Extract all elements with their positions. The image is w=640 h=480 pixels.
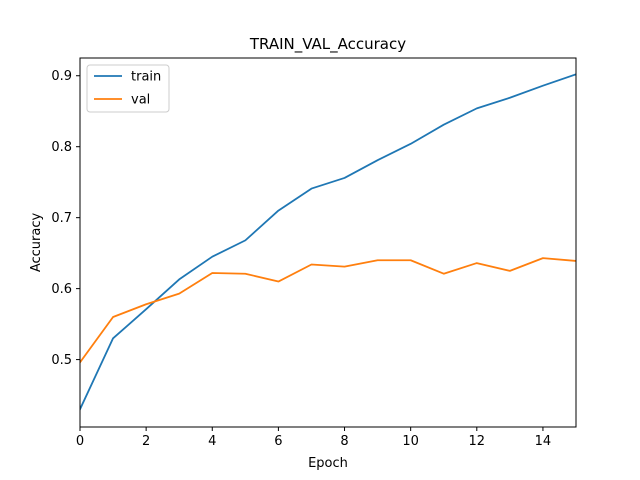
axes-frame: [79, 57, 577, 428]
y-axis-label: Accuracy: [29, 213, 44, 273]
series-train: [80, 73, 576, 411]
legend-label-train: train: [131, 70, 161, 85]
y-tick-label: 0.9: [51, 69, 72, 84]
x-axis-label: Epoch: [308, 456, 348, 471]
series-val: [80, 257, 576, 364]
plot-area: [80, 73, 576, 411]
y-tick-label: 0.7: [51, 211, 72, 226]
y-tick-label: 0.6: [51, 282, 72, 297]
x-tick-label: 14: [535, 434, 552, 449]
x-tick-label: 12: [469, 434, 486, 449]
legend: train val: [86, 64, 170, 113]
x-tick-label: 6: [274, 434, 282, 449]
series-line-val: [80, 257, 576, 364]
x-tick-label: 0: [76, 434, 84, 449]
axis-ticks: 0 2 4 6 8 10 12 14 0.5 0.6 0.7 0.8 0.9: [51, 69, 551, 449]
x-tick-label: 4: [208, 434, 216, 449]
x-tick-label: 2: [142, 434, 150, 449]
chart-title: TRAIN_VAL_Accuracy: [249, 35, 406, 54]
y-tick-label: 0.8: [51, 140, 72, 155]
x-tick-label: 10: [402, 434, 419, 449]
series-line-train: [80, 73, 576, 411]
y-tick-label: 0.5: [51, 353, 72, 368]
legend-label-val: val: [131, 93, 150, 108]
x-tick-label: 8: [340, 434, 348, 449]
